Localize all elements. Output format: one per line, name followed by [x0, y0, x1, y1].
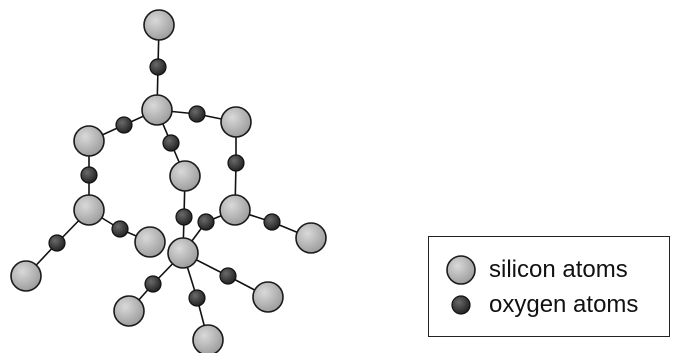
atoms	[10, 9, 327, 353]
oxygen-atom	[48, 234, 66, 252]
silicon-atom	[252, 281, 284, 313]
legend-oxygen-row: oxygen atoms	[445, 287, 638, 323]
legend-box: silicon atoms oxygen atoms	[428, 236, 670, 337]
oxygen-atom	[80, 166, 98, 184]
silicon-atom	[220, 106, 252, 138]
oxygen-atom	[188, 289, 206, 307]
silicon-atom	[134, 226, 166, 258]
legend-silicon-row: silicon atoms	[445, 252, 628, 288]
silicon-atom	[167, 237, 199, 269]
silicon-atom	[113, 295, 145, 327]
silicon-atom	[192, 324, 224, 353]
oxygen-atom	[149, 58, 167, 76]
legend-silicon-label: silicon atoms	[489, 256, 628, 283]
oxygen-atom	[188, 105, 206, 123]
silicon-atom	[169, 160, 201, 192]
silicon-atom-swatch	[446, 255, 476, 285]
oxygen-atom	[115, 116, 133, 134]
silicon-atom	[73, 194, 105, 226]
silicon-atom	[143, 9, 175, 41]
silicon-atom	[73, 125, 105, 157]
oxygen-atom	[263, 213, 281, 231]
oxygen-atom	[197, 213, 215, 231]
oxygen-atom	[111, 220, 129, 238]
oxygen-atom	[175, 208, 193, 226]
silicon-atom	[10, 260, 42, 292]
silicon-atom	[141, 94, 173, 126]
oxygen-atom-swatch	[451, 295, 471, 315]
silicon-atom	[295, 222, 327, 254]
oxygen-atom	[227, 154, 245, 172]
oxygen-atom	[162, 134, 180, 152]
oxygen-atom	[144, 275, 162, 293]
oxygen-atom	[219, 267, 237, 285]
legend-oxygen-label: oxygen atoms	[489, 291, 639, 318]
silicon-atom	[219, 194, 251, 226]
